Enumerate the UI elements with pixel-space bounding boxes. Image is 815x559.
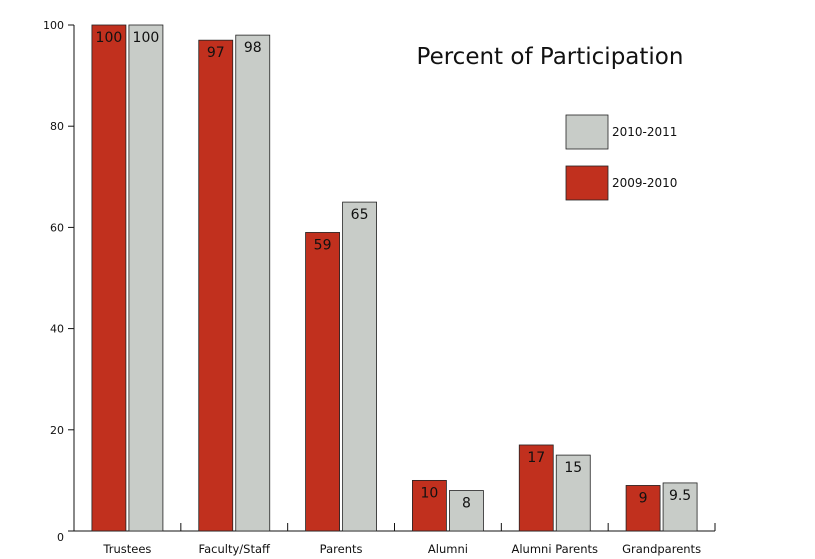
bar-2010-2011-faculty-staff — [235, 34, 271, 532]
legend: 2010-2011 2009-2010 — [565, 114, 677, 201]
bars-group: 100 100 97 98 59 65 10 8 17 15 9 9.5 — [91, 24, 698, 532]
bar-2009-2010-parents — [305, 232, 340, 532]
chart-title: Percent of Participation — [417, 44, 684, 70]
x-category-label: Alumni Parents — [512, 542, 599, 556]
bar-value-label: 10 — [421, 485, 439, 501]
bar-value-label: 59 — [314, 237, 332, 253]
bar-2009-2010-alumni — [412, 479, 447, 532]
bar-2010-2011-trustees — [128, 24, 164, 532]
x-category-label: Trustees — [102, 542, 151, 556]
bar-value-label: 65 — [351, 207, 369, 223]
x-axis-ticks — [180, 523, 716, 531]
bar-value-label: 17 — [527, 450, 545, 466]
y-axis-ticks: 0 20 40 60 80 100 — [43, 19, 74, 544]
x-category-label: Faculty/Staff — [199, 542, 271, 556]
bar-2010-2011-parents — [342, 201, 377, 532]
legend-label: 2009-2010 — [612, 176, 677, 190]
y-tick-label: 20 — [50, 424, 64, 437]
legend-label: 2010-2011 — [612, 125, 677, 139]
bar-value-label: 9.5 — [669, 488, 691, 504]
bar-2010-2011-alumni — [449, 490, 484, 532]
bar-2010-2011-grandparents — [662, 482, 698, 532]
y-tick-label: 0 — [57, 531, 64, 544]
bar-2009-2010-alumni-parents — [518, 444, 554, 532]
bar-2009-2010-faculty-staff — [198, 39, 234, 532]
bar-2009-2010-grandparents — [625, 485, 661, 532]
legend-swatch-2010-2011 — [565, 114, 609, 150]
bar-value-label: 100 — [133, 30, 160, 46]
y-tick-label: 40 — [50, 323, 64, 336]
y-tick-label: 100 — [43, 19, 64, 32]
bar-2009-2010-trustees — [91, 24, 127, 532]
bar-2010-2011-alumni-parents — [555, 454, 591, 532]
bar-value-label: 9 — [639, 490, 648, 506]
x-category-label: Alumni — [428, 542, 468, 556]
x-category-label: Grandparents — [622, 542, 701, 556]
x-category-label: Parents — [320, 542, 363, 556]
legend-swatch-2009-2010 — [565, 165, 609, 201]
y-tick-label: 80 — [50, 120, 64, 133]
bar-value-label: 8 — [462, 496, 471, 512]
bar-value-label: 97 — [207, 45, 225, 61]
bar-value-label: 98 — [244, 40, 262, 56]
bar-value-label: 15 — [564, 460, 582, 476]
category-labels: Trustees Faculty/Staff Parents Alumni Alumni… — [102, 542, 701, 556]
bar-value-label: 100 — [96, 30, 123, 46]
y-tick-label: 60 — [50, 221, 64, 234]
